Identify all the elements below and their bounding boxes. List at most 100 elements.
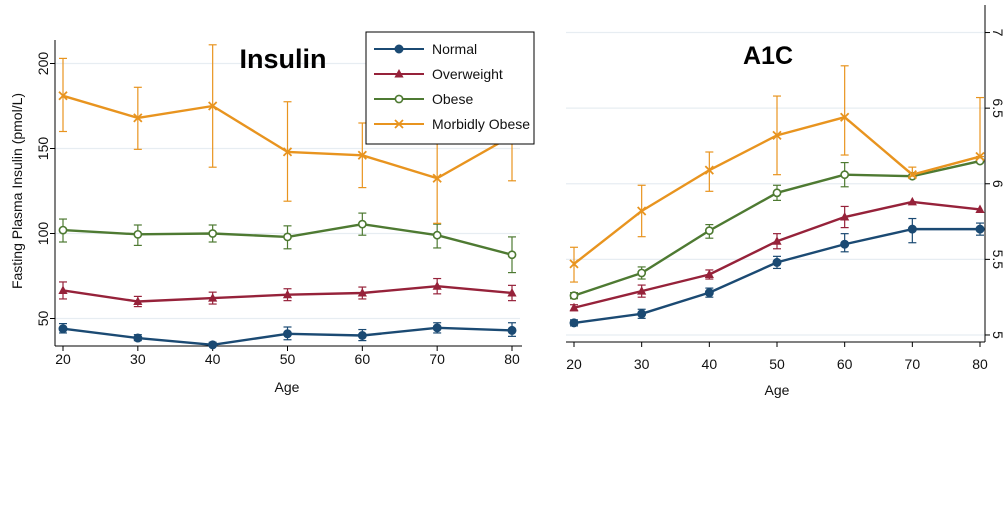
data-point <box>133 229 143 239</box>
x-tick-label: 60 <box>837 356 853 372</box>
series-normal <box>569 217 985 328</box>
data-point <box>282 147 293 157</box>
data-point <box>208 293 218 302</box>
a1c-chart: 5 5.5 6 6.5 7 20 30 40 50 60 70 80 Age A1C <box>566 5 1006 398</box>
series-obese <box>58 212 517 274</box>
legend-label: Obese <box>432 91 473 107</box>
legend-swatch-marker <box>394 94 404 104</box>
data-point <box>907 224 917 234</box>
y-tick-label: 50 <box>35 311 51 327</box>
data-point <box>840 112 850 122</box>
legend-label: Morbidly Obese <box>432 116 530 132</box>
series-morbidly-obese <box>569 65 985 283</box>
x-tick-label: 50 <box>769 356 785 372</box>
x-tick-label: 80 <box>972 356 988 372</box>
data-point <box>637 286 647 295</box>
data-point <box>704 288 714 298</box>
series-overweight <box>58 277 517 308</box>
data-point <box>907 196 917 206</box>
data-point <box>772 257 782 267</box>
x-tick-label: 40 <box>702 356 718 372</box>
data-point <box>637 309 647 319</box>
x-tick-label: 80 <box>504 351 520 367</box>
data-point <box>975 151 985 162</box>
data-point <box>432 323 442 333</box>
data-point <box>208 101 218 111</box>
data-point <box>569 291 579 301</box>
data-point <box>772 236 782 245</box>
data-point <box>283 329 292 339</box>
data-point <box>133 113 143 123</box>
series-overweight <box>569 196 985 312</box>
y-tick-label: 6 <box>990 180 1006 188</box>
data-point <box>133 333 143 343</box>
data-point <box>507 288 517 297</box>
y-tick-label: 150 <box>35 137 51 161</box>
x-tick-label: 50 <box>280 351 296 367</box>
data-point <box>357 219 367 229</box>
y-tick-label: 7 <box>990 29 1006 37</box>
x-tick-label: 30 <box>130 351 146 367</box>
y-tick-label: 200 <box>35 52 51 76</box>
x-tick-label: 30 <box>634 356 650 372</box>
data-point <box>637 268 647 278</box>
x-tick-label: 40 <box>205 351 221 367</box>
data-point <box>772 188 782 198</box>
data-point <box>840 239 850 249</box>
data-point <box>58 324 68 334</box>
y-tick-label: 100 <box>35 222 51 246</box>
data-point <box>432 173 442 183</box>
data-point <box>975 224 985 234</box>
legend-label: Overweight <box>432 66 503 82</box>
data-point <box>133 296 143 305</box>
x-tick-label: 70 <box>905 356 921 372</box>
data-point <box>58 285 68 294</box>
data-point <box>704 226 714 236</box>
data-point <box>432 230 442 240</box>
data-point <box>840 212 850 221</box>
x-tick-label: 20 <box>566 356 582 372</box>
data-point <box>704 269 714 278</box>
legend-box <box>365 31 535 145</box>
legend: Normal Overweight Obese Morbidly Obese <box>365 31 535 145</box>
chart-title: Insulin <box>240 44 327 74</box>
insulin-chart: 50 100 150 200 20 30 40 50 60 70 80 Age Fasting Plas… <box>9 40 522 395</box>
legend-swatch-marker <box>394 44 404 54</box>
data-point <box>975 204 985 213</box>
x-tick-label: 20 <box>55 351 71 367</box>
data-point <box>907 170 917 180</box>
data-point <box>58 91 68 101</box>
legend-swatch-marker <box>394 119 404 129</box>
data-point <box>283 232 292 242</box>
data-point <box>58 225 68 235</box>
data-point <box>282 289 293 299</box>
data-point <box>840 170 850 180</box>
data-point <box>357 150 367 160</box>
data-point <box>569 318 579 328</box>
data-point <box>208 340 218 350</box>
x-axis-label: Age <box>275 379 300 395</box>
data-point <box>432 281 442 290</box>
data-point <box>507 325 517 335</box>
y-tick-label: 6.5 <box>990 98 1006 118</box>
legend-label: Normal <box>432 41 477 57</box>
data-point <box>507 250 517 260</box>
x-axis-label: Age <box>765 382 790 398</box>
chart-title: A1C <box>743 42 793 70</box>
series-normal <box>58 322 517 350</box>
data-point <box>357 288 367 297</box>
data-point <box>208 229 218 238</box>
data-point <box>357 331 367 340</box>
y-axis-label: Fasting Plasma Insulin (pmol/L) <box>9 93 25 289</box>
y-tick-label: 5 <box>990 331 1006 339</box>
data-point <box>569 302 579 312</box>
y-tick-label: 5.5 <box>990 250 1006 270</box>
data-point <box>704 165 714 175</box>
data-point <box>772 130 782 141</box>
x-tick-label: 60 <box>355 351 371 367</box>
legend-swatch-marker <box>394 69 404 78</box>
data-point <box>569 259 579 269</box>
x-tick-label: 70 <box>429 351 445 367</box>
data-point <box>637 206 647 216</box>
